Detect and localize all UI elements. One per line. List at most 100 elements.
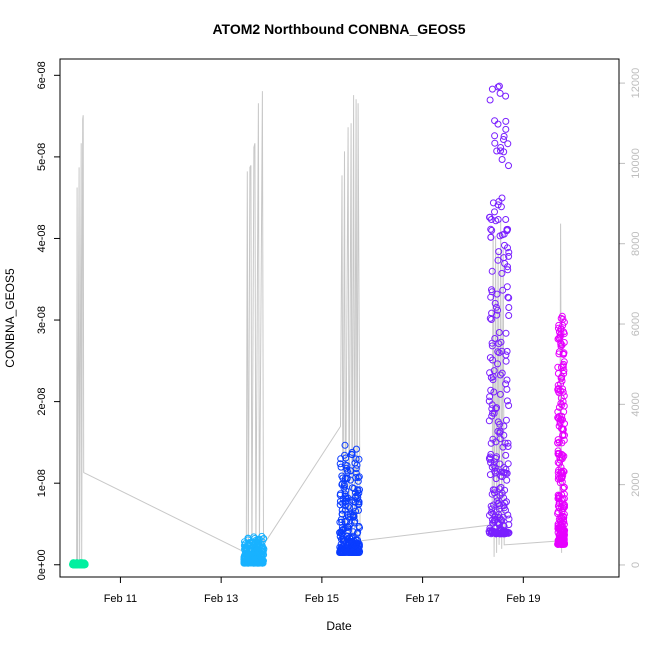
chart-title: ATOM2 Northbound CONBNA_GEOS5 — [212, 21, 465, 37]
data-point — [489, 199, 497, 207]
data-point — [492, 217, 500, 225]
data-point — [242, 554, 250, 562]
data-point — [355, 501, 362, 509]
data-point — [503, 397, 511, 405]
data-point — [502, 92, 510, 100]
data-point — [504, 460, 512, 468]
data-point — [554, 449, 562, 457]
data-point — [258, 552, 266, 560]
data-point — [503, 283, 511, 291]
data-point — [494, 120, 502, 128]
data-point — [486, 354, 494, 362]
data-point — [494, 83, 502, 91]
data-point — [492, 405, 500, 413]
data-point — [505, 252, 513, 260]
data-point — [348, 451, 356, 459]
y-tick-label: 4e-08 — [36, 224, 48, 252]
data-point — [491, 516, 499, 524]
data-point — [489, 356, 497, 364]
data-point — [504, 529, 512, 537]
data-point — [486, 213, 493, 221]
data-point — [338, 518, 346, 526]
y-tick-label: 3e-08 — [36, 306, 48, 334]
data-point — [555, 438, 563, 446]
data-point — [488, 463, 496, 471]
x-axis-label: Date — [326, 619, 352, 633]
data-point — [351, 541, 359, 549]
data-point — [560, 468, 568, 476]
data-point — [341, 524, 349, 532]
data-point — [559, 388, 567, 396]
data-point — [561, 431, 568, 439]
data-point — [356, 524, 363, 532]
data-point — [492, 508, 500, 516]
data-point — [559, 451, 567, 459]
data-point — [498, 269, 506, 277]
data-point — [491, 299, 499, 307]
data-point — [498, 369, 506, 377]
data-point — [489, 486, 497, 494]
data-point — [556, 418, 564, 426]
data-point — [495, 499, 503, 507]
data-point — [336, 497, 344, 505]
data-point — [558, 474, 566, 482]
data-point — [503, 476, 511, 484]
data-point — [349, 528, 357, 536]
data-point — [248, 538, 256, 546]
data-point — [501, 530, 509, 538]
data-point — [500, 132, 508, 140]
data-point — [487, 374, 495, 381]
data-point — [489, 435, 497, 443]
data-point — [487, 439, 495, 447]
data-point — [337, 516, 345, 523]
data-point — [487, 293, 495, 301]
plot-area: 0e+00 1e-08 2e-08 3e-08 4e-08 5e-08 6e-08 0 2000… — [36, 61, 642, 605]
data-point — [500, 504, 508, 512]
data-point — [557, 342, 565, 350]
data-point — [355, 473, 363, 481]
x-tick-label: Feb 11 — [104, 593, 137, 605]
data-point — [253, 543, 261, 551]
data-point — [347, 510, 355, 518]
data-point — [491, 132, 499, 140]
data-point — [488, 226, 496, 234]
data-point — [497, 147, 504, 155]
data-point — [504, 293, 512, 301]
data-point — [343, 466, 351, 474]
data-point — [496, 390, 504, 398]
data-point — [490, 489, 498, 497]
data-point — [558, 450, 566, 458]
data-point — [555, 472, 562, 480]
data-point — [501, 241, 508, 249]
altitude-line — [76, 91, 563, 565]
data-point — [342, 454, 350, 462]
data-point — [494, 360, 501, 368]
y-tick-label: 2e-08 — [36, 388, 48, 416]
y2-tick-label: 8000 — [630, 231, 642, 255]
data-point — [505, 248, 513, 256]
data-point — [502, 416, 510, 424]
data-point — [487, 233, 495, 241]
data-point — [554, 539, 562, 547]
data-point — [353, 461, 361, 469]
data-point — [344, 523, 352, 531]
data-point — [501, 260, 509, 267]
data-point — [560, 495, 568, 502]
data-point — [494, 256, 502, 264]
data-point — [494, 418, 502, 426]
data-point — [488, 85, 496, 93]
data-point — [491, 139, 499, 147]
data-point — [244, 536, 252, 544]
data-point — [350, 504, 358, 512]
data-point — [355, 455, 363, 463]
data-point — [499, 286, 507, 294]
data-point — [354, 474, 362, 482]
data-point — [494, 427, 502, 435]
data-point — [487, 386, 495, 394]
data-point — [558, 373, 566, 381]
data-point — [493, 311, 501, 319]
y2-tick-label: 0 — [630, 562, 642, 568]
data-point — [554, 335, 562, 343]
x-tick-label: Feb 13 — [204, 593, 238, 605]
y-tick-label: 1e-08 — [36, 469, 48, 497]
